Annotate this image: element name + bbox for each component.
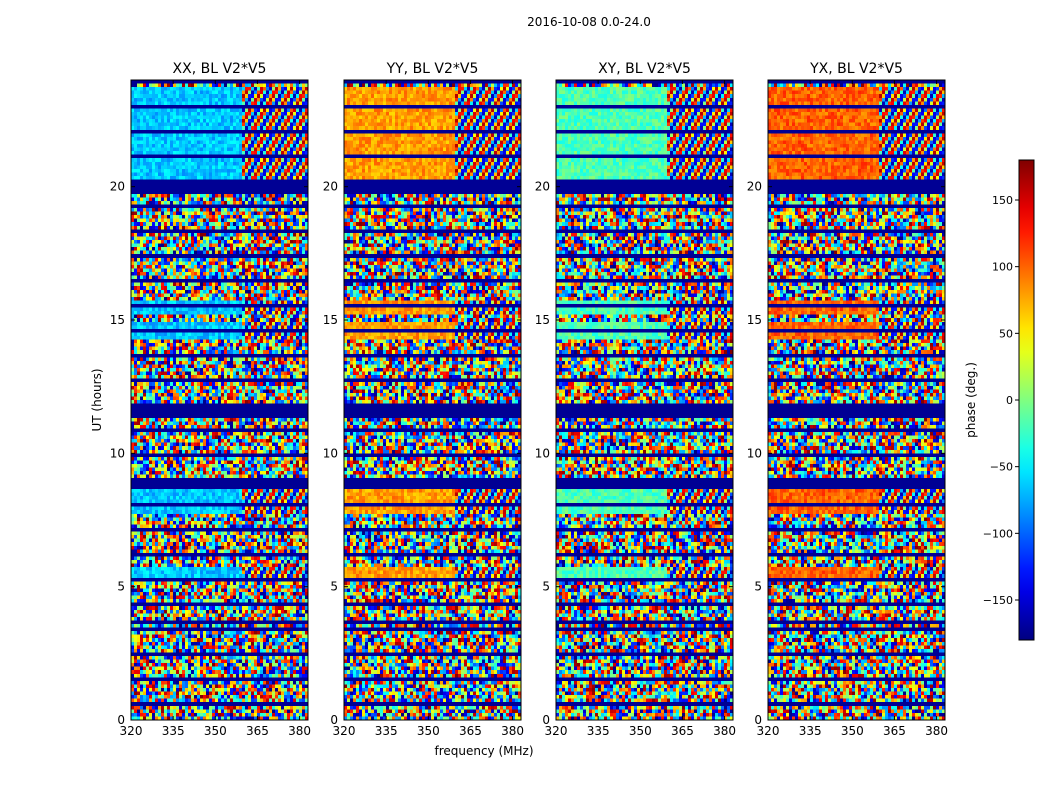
y-tick-label: 5 <box>754 580 762 594</box>
panel-title: XY, BL V2*V5 <box>598 61 691 77</box>
y-tick-label: 10 <box>535 446 550 460</box>
x-tick-label: 335 <box>162 724 185 738</box>
y-tick-label: 15 <box>323 313 338 327</box>
y-tick-label: 0 <box>542 713 550 727</box>
y-tick-label: 20 <box>535 180 550 194</box>
x-tick-label: 350 <box>841 724 864 738</box>
x-tick-label: 380 <box>925 724 948 738</box>
x-tick-label: 320 <box>757 724 780 738</box>
x-tick-label: 320 <box>120 724 143 738</box>
y-tick-label: 15 <box>110 313 125 327</box>
y-tick-label: 15 <box>535 313 550 327</box>
panel-frame <box>130 79 309 721</box>
x-tick-label: 380 <box>288 724 311 738</box>
x-tick-label: 320 <box>545 724 568 738</box>
x-tick-label: 365 <box>883 724 906 738</box>
panel-yy: YY, BL V2*V5 320 335 350 365 380 0 5 10 15 20 <box>323 61 524 738</box>
panel-xx: XX, BL V2*V5 320 335 350 365 380 0 5 10 15 20 <box>110 61 311 738</box>
panel-xy: XY, BL V2*V5 320 335 350 365 380 0 5 10 15 20 <box>535 61 736 738</box>
phase-heatmap-xx <box>131 80 308 720</box>
panel-title: YY, BL V2*V5 <box>386 61 479 77</box>
x-tick-label: 350 <box>417 724 440 738</box>
phase-heatmap-yy <box>344 80 521 720</box>
panel-frame <box>343 79 522 721</box>
panel-frame <box>555 79 734 721</box>
y-tick-label: 0 <box>330 713 338 727</box>
y-tick-label: 5 <box>542 580 550 594</box>
y-tick-label: 10 <box>747 446 762 460</box>
y-tick-label: 10 <box>323 446 338 460</box>
x-tick-label: 335 <box>799 724 822 738</box>
x-tick-label: 380 <box>713 724 736 738</box>
panel-frame <box>767 79 946 721</box>
x-tick-label: 350 <box>204 724 227 738</box>
figure-suptitle: 2016-10-08 0.0-24.0 <box>527 15 651 29</box>
panel-title: YX, BL V2*V5 <box>809 61 903 77</box>
panel-title: XX, BL V2*V5 <box>173 61 267 77</box>
colorbar-tick-label: −150 <box>983 594 1013 607</box>
x-axis-label: frequency (MHz) <box>434 744 533 758</box>
x-tick-label: 380 <box>501 724 524 738</box>
y-tick-label: 5 <box>117 580 125 594</box>
colorbar-tick-label: −50 <box>990 461 1013 474</box>
colorbar-label: phase (deg.) <box>964 362 978 438</box>
y-tick-label: 0 <box>754 713 762 727</box>
x-tick-label: 365 <box>246 724 269 738</box>
y-tick-label: 20 <box>110 180 125 194</box>
colorbar-tick-label: 150 <box>992 194 1013 207</box>
x-tick-label: 320 <box>333 724 356 738</box>
colorbar-tick-label: 100 <box>992 261 1013 274</box>
x-tick-label: 365 <box>671 724 694 738</box>
y-tick-label: 20 <box>323 180 338 194</box>
x-tick-label: 365 <box>459 724 482 738</box>
colorbar-tick-label: 50 <box>999 327 1013 340</box>
phase-heatmap-xy <box>556 80 733 720</box>
y-axis-label: UT (hours) <box>90 368 104 431</box>
colorbar-gradient <box>1018 159 1035 641</box>
colorbar-tick-label: −100 <box>983 527 1013 540</box>
x-tick-label: 335 <box>375 724 398 738</box>
x-tick-label: 335 <box>587 724 610 738</box>
y-tick-label: 10 <box>110 446 125 460</box>
y-tick-label: 5 <box>330 580 338 594</box>
y-tick-label: 15 <box>747 313 762 327</box>
panel-yx: YX, BL V2*V5 320 335 350 365 380 0 5 10 15 20 <box>747 61 948 738</box>
y-tick-label: 0 <box>117 713 125 727</box>
phase-heatmap-yx <box>768 80 945 720</box>
x-tick-label: 350 <box>629 724 652 738</box>
colorbar-tick-label: 0 <box>1006 394 1013 407</box>
y-tick-label: 20 <box>747 180 762 194</box>
colorbar: −150 −100 −50 0 50 100 150 phase (deg.) <box>964 159 1035 641</box>
